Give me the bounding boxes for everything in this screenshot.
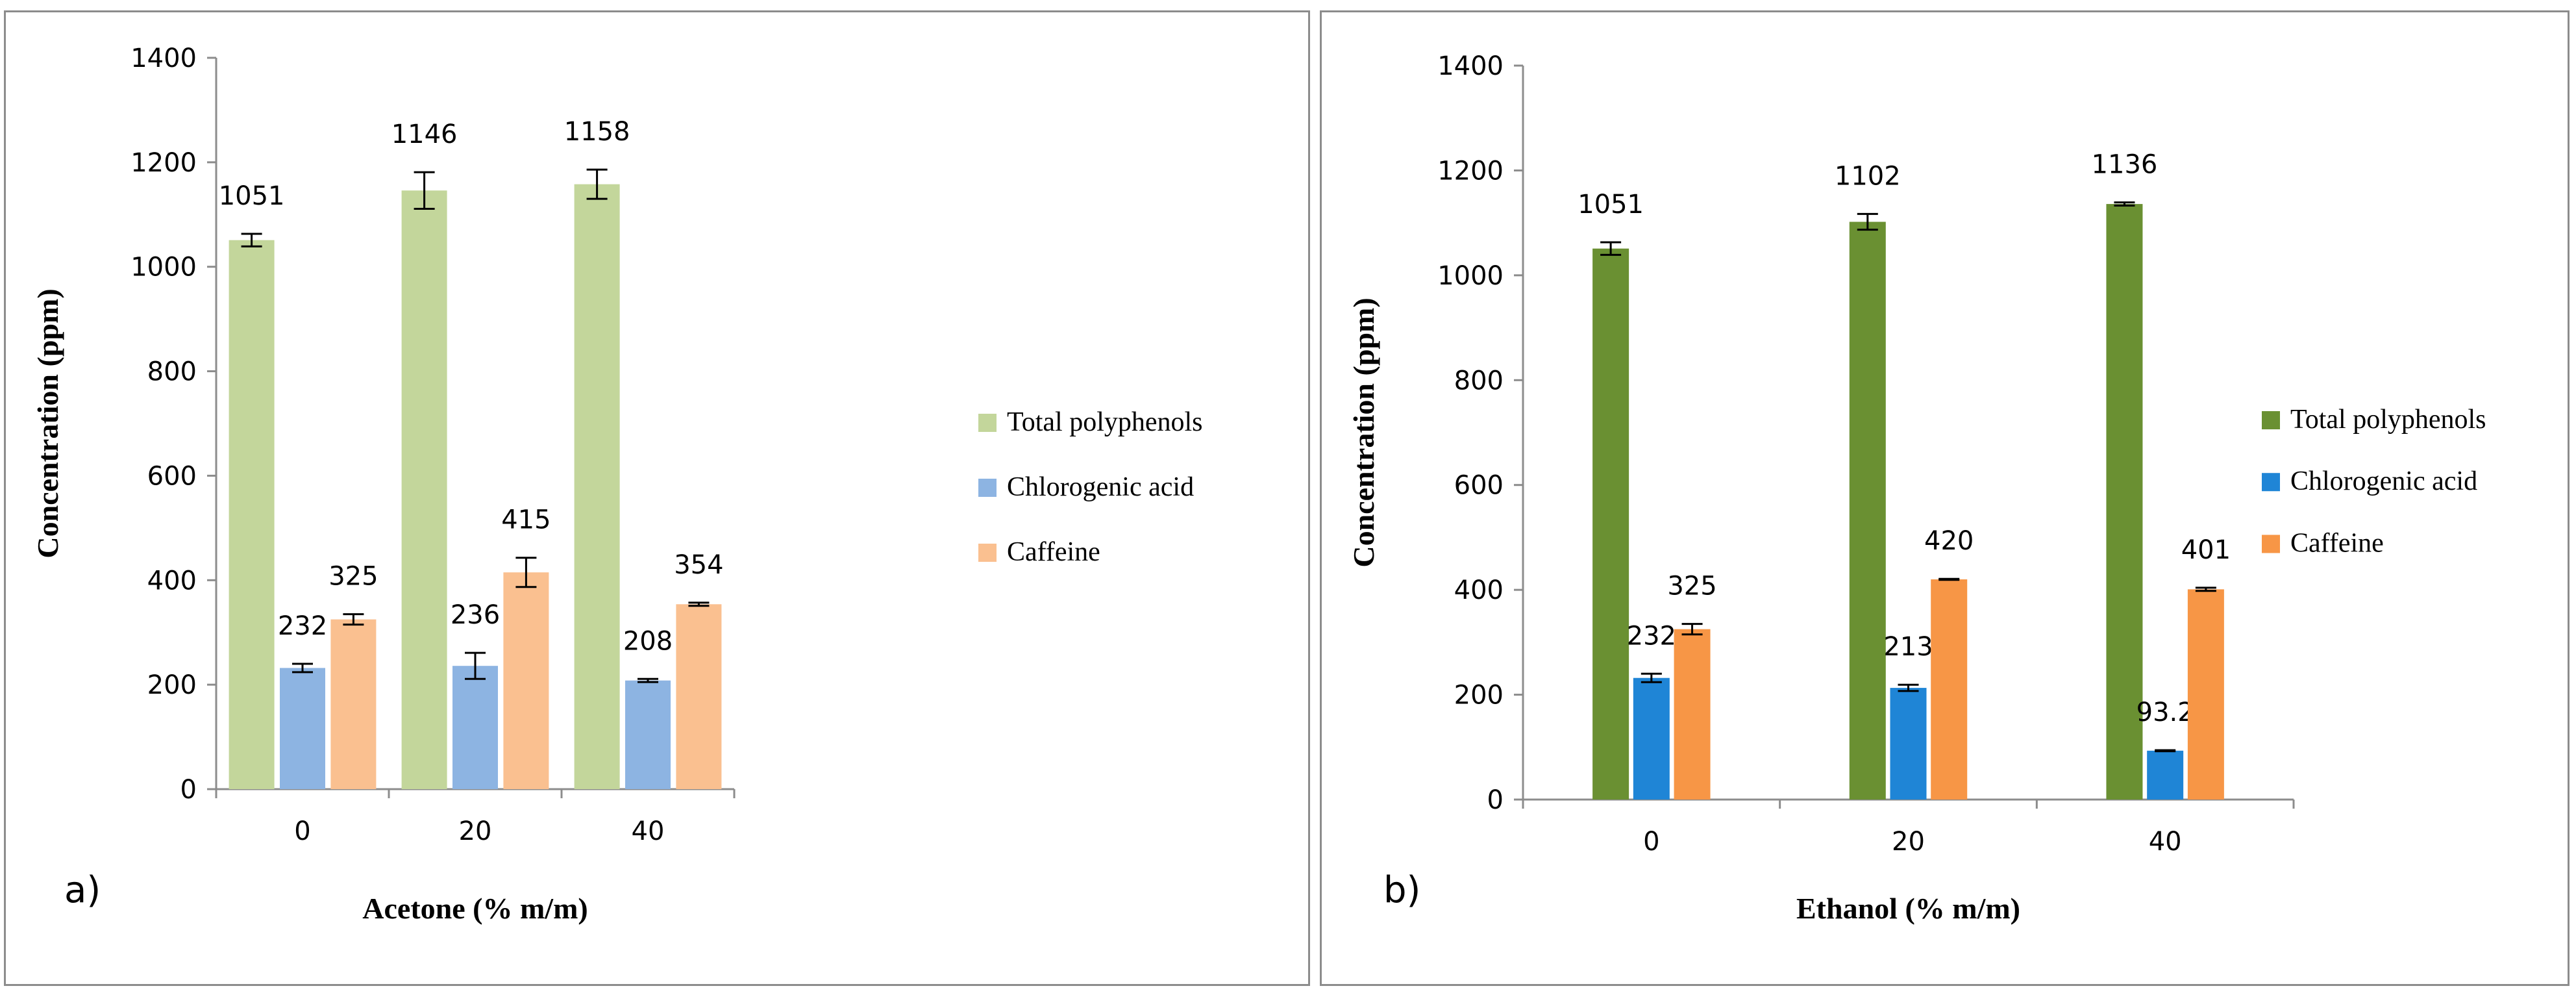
chart-b-x-tick-label: 0 [1643, 827, 1659, 857]
chart-b-data-label: 420 [1924, 526, 1974, 556]
chart-a-bar [452, 666, 498, 789]
chart-a-legend-label: Chlorogenic acid [1007, 472, 1194, 502]
chart-a-y-tick-label: 200 [147, 670, 197, 700]
chart-a-x-tick-label: 20 [459, 816, 492, 846]
chart-a-y-tick-label: 0 [180, 775, 197, 805]
chart-b-y-tick-label: 400 [1454, 575, 1504, 605]
chart-a-data-label: 1158 [564, 117, 630, 147]
chart-panel-b: 0 200 400 600 800 1000 1200 1400 0 20 40 1051 1102 11… [1320, 10, 2570, 986]
chart-b-data-label: 325 [1667, 572, 1716, 601]
chart-a-legend-swatch [978, 479, 997, 497]
chart-b-bar [1674, 629, 1711, 800]
chart-a-y-tick-label: 1000 [130, 253, 197, 283]
chart-b-y-tick-label: 600 [1454, 471, 1504, 501]
chart-b-bar [1931, 579, 1968, 800]
chart-a-bar [330, 619, 377, 789]
chart-a-x-axis-title: Acetone (% m/m) [362, 892, 588, 925]
chart-b-y-tick-label: 0 [1487, 785, 1504, 815]
chart-b-panel-label: b) [1383, 869, 1420, 911]
chart-a-y-tick-label: 400 [147, 566, 197, 596]
chart-a-bar [401, 190, 447, 789]
chart-b-legend-swatch [2262, 473, 2280, 492]
chart-a-y-tick-label: 600 [147, 461, 197, 491]
chart-b-data-label: 1102 [1835, 161, 1901, 191]
chart-a-data-label: 325 [328, 562, 378, 592]
chart-a-bar [676, 604, 722, 789]
chart-b-y-tick-label: 1400 [1437, 51, 1504, 81]
chart-a-data-label: 1146 [391, 120, 458, 149]
chart-b-legend-swatch [2262, 411, 2280, 429]
chart-b-x-tick-label: 40 [2149, 827, 2182, 857]
chart-a-y-axis-title: Concentration (ppm) [31, 288, 64, 558]
chart-b-bar [2106, 204, 2143, 800]
chart-b-bar [1849, 221, 1886, 800]
chart-b-legend-label: Total polyphenols [2290, 405, 2486, 435]
chart-a-x-tick-label: 0 [294, 816, 310, 846]
chart-a-bar [574, 184, 620, 789]
chart-a-data-label: 354 [674, 550, 723, 580]
chart-a-bar [229, 240, 275, 790]
chart-a-bar [280, 668, 325, 789]
chart-b-data-label: 1136 [2092, 150, 2158, 180]
chart-b-data-label: 401 [2181, 535, 2231, 565]
chart-b-x-tick-label: 20 [1892, 827, 1925, 857]
chart-b-y-tick-label: 1200 [1437, 156, 1504, 186]
chart-a-y-tick-label: 1400 [130, 44, 197, 73]
chart-b-y-tick-label: 1000 [1437, 261, 1504, 291]
chart-a-bar [503, 572, 549, 789]
chart-b-legend-swatch [2262, 535, 2280, 553]
chart-a-data-label: 232 [278, 611, 327, 641]
chart-a-x-tick-label: 40 [632, 816, 665, 846]
chart-a-data-label: 415 [501, 505, 551, 535]
chart-b-data-label: 232 [1627, 621, 1676, 651]
chart-b-y-tick-label: 200 [1454, 681, 1504, 711]
chart-b-bar [2147, 750, 2184, 800]
chart-a-panel-label: a) [64, 869, 101, 911]
chart-b-y-axis-title: Concentration (ppm) [1347, 297, 1380, 567]
chart-b-data-label: 93.2 [2136, 698, 2194, 727]
chart-a-legend-swatch [978, 544, 997, 562]
chart-a-legend-label: Caffeine [1007, 537, 1100, 567]
chart-a-data-label: 1051 [219, 181, 285, 211]
chart-b-bar [1633, 677, 1670, 800]
chart-b-legend-label: Caffeine [2290, 528, 2384, 558]
chart-b-bar [1592, 248, 1629, 800]
chart-b-data-label: 213 [1883, 632, 1933, 662]
chart-a-bar [625, 680, 671, 789]
chart-b-x-axis-title: Ethanol (% m/m) [1796, 892, 2020, 925]
chart-b-svg: 0 200 400 600 800 1000 1200 1400 0 20 40 1051 1102 11… [1347, 51, 2486, 925]
chart-a-svg: 0 200 400 600 800 1000 1200 1400 0 20 40 1051 1146 11… [31, 44, 1203, 925]
chart-b-data-label: 1051 [1578, 190, 1644, 220]
chart-a-y-tick-label: 1200 [130, 148, 197, 178]
chart-a-data-label: 208 [623, 626, 673, 656]
chart-a-data-label: 236 [451, 600, 500, 630]
chart-b-legend-label: Chlorogenic acid [2290, 466, 2477, 496]
chart-a-legend-swatch [978, 414, 997, 432]
chart-a-legend-label: Total polyphenols [1007, 407, 1203, 437]
chart-a-y-tick-label: 800 [147, 357, 197, 387]
chart-panel-a: 0 200 400 600 800 1000 1200 1400 0 20 40 1051 1146 11… [4, 10, 1310, 986]
chart-b-bar [1890, 688, 1927, 800]
chart-b-y-tick-label: 800 [1454, 366, 1504, 396]
chart-b-bar [2187, 589, 2224, 800]
